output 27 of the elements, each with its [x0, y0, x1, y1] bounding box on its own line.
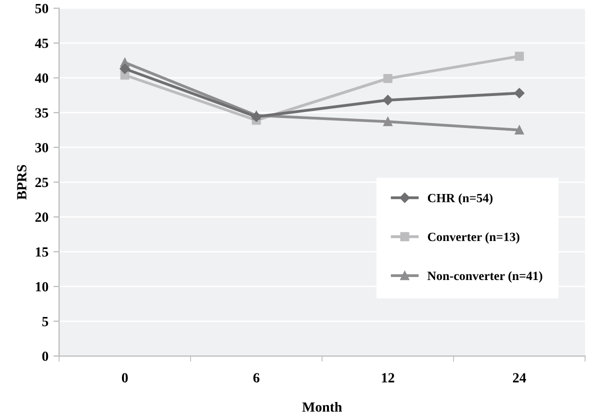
- point: [514, 52, 524, 61]
- y-axis-title: BPRS: [17, 164, 26, 200]
- point: [514, 125, 524, 135]
- y-tick-label: 15: [36, 247, 48, 257]
- y-tick-label: 45: [34, 38, 48, 48]
- x-tick-label: 6: [253, 373, 260, 382]
- x-tick-label: 24: [512, 373, 526, 382]
- y-tick-label: 40: [34, 73, 48, 83]
- y-tick-label: 30: [35, 142, 48, 152]
- y-tick-label: 35: [35, 108, 48, 118]
- legend-label: Converter (n=13): [428, 232, 520, 244]
- point: [120, 64, 130, 74]
- y-tick-label: 50: [35, 4, 48, 14]
- y-tick-label: 5: [42, 316, 48, 326]
- y-tick-label: 10: [36, 282, 48, 292]
- x-tick-label: 0: [122, 373, 128, 382]
- point: [382, 94, 393, 106]
- point: [383, 117, 392, 126]
- legend-label: CHR (n=54): [428, 193, 492, 205]
- point: [514, 88, 524, 98]
- legend-label: Non-converter (n=41): [427, 271, 542, 283]
- y-tick-label: 0: [42, 352, 48, 361]
- x-tick-label: 12: [382, 373, 394, 382]
- x-axis-title: Month: [302, 402, 342, 412]
- y-tick-label: 20: [35, 212, 48, 222]
- y-tick-label: 25: [35, 178, 48, 188]
- point: [383, 74, 392, 84]
